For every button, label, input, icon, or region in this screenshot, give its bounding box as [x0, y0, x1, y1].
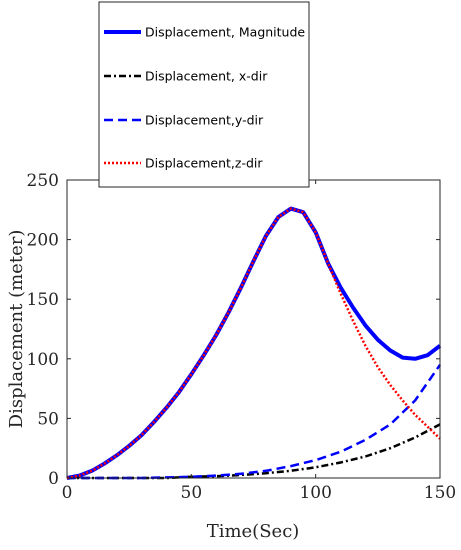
x-axis-title: Time(Sec) [207, 521, 300, 542]
x-tick-label: 150 [424, 483, 456, 503]
y-tick-label: 250 [27, 171, 59, 191]
y-axis-title: Displacement (meter) [6, 230, 27, 429]
y-tick-label: 0 [48, 469, 59, 489]
x-tick-label: 0 [62, 483, 73, 503]
y-tick-label: 200 [27, 231, 59, 251]
series-line-displacement-magnitude [66, 206, 442, 480]
plot-area [67, 180, 440, 478]
x-tick-label: 50 [181, 483, 203, 503]
legend: Displacement, Magnitude Displacement, x-d… [98, 1, 310, 188]
legend-label-displacement-magnitude: Displacement, Magnitude [145, 25, 305, 40]
y-tick-label: 100 [27, 350, 59, 370]
y-tick-label: 50 [37, 409, 59, 429]
legend-label-displacement-z-dir: Displacement,z-dir [145, 156, 263, 171]
x-tick-label: 100 [299, 483, 331, 503]
legend-label-displacement-y-dir: Displacement,y-dir [145, 113, 264, 128]
legend-label-displacement-x-dir: Displacement, x-dir [145, 69, 268, 84]
ticks-layer: 0 50 100 150 0 50 100 150 200 250 [27, 171, 457, 503]
y-tick-label: 150 [27, 290, 59, 310]
